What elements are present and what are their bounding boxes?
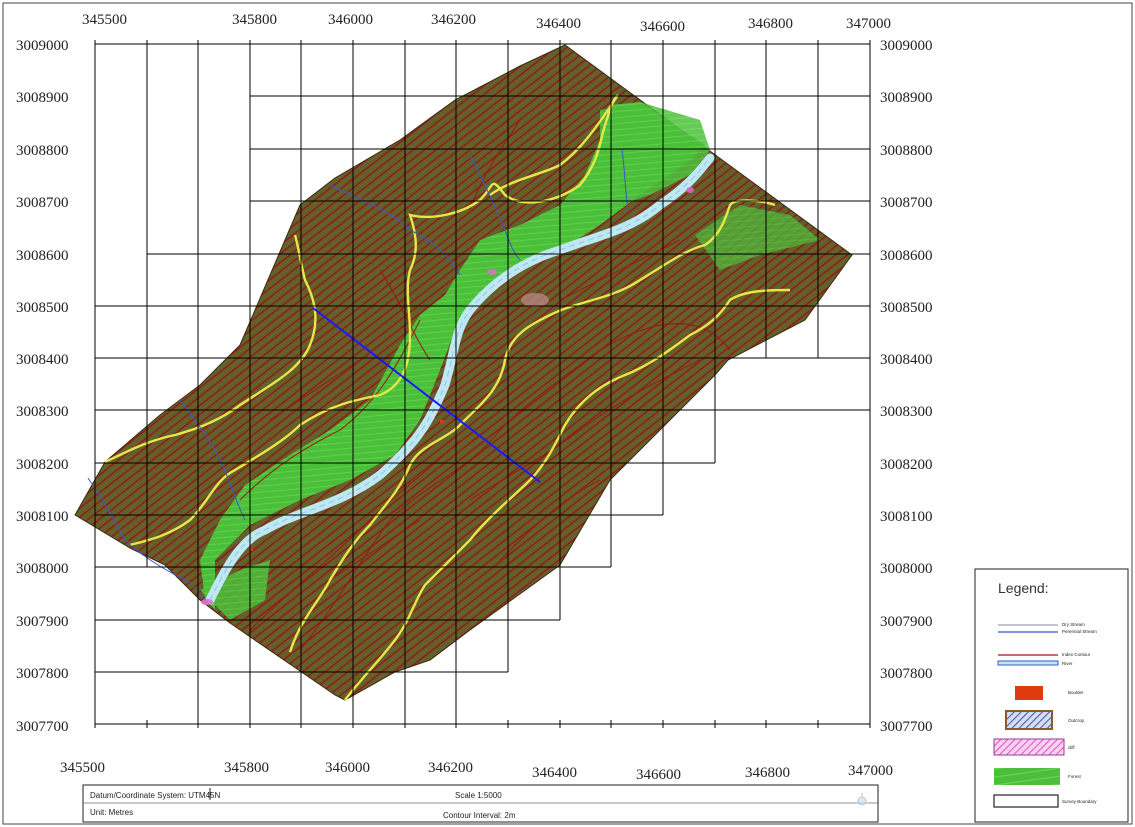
- x-tick-top: 346800: [748, 16, 793, 32]
- x-tick-bottom: 346400: [532, 765, 577, 781]
- y-tick-right: 3008200: [880, 457, 933, 473]
- index-contours: [239, 119, 731, 651]
- cliff-mark: [201, 599, 213, 605]
- forest-icon: [994, 768, 1060, 785]
- outcrop-mark: [521, 293, 549, 307]
- y-tick-right: 3008400: [880, 352, 933, 368]
- x-tick-bottom: 346000: [325, 760, 370, 776]
- legend-label-outcrop: Outcrop: [1068, 718, 1085, 723]
- legend-label-forest: Forest: [1068, 774, 1082, 779]
- tick-labels: 345500 345800 346000 346200 346400 34660…: [16, 12, 933, 783]
- cross-section-line: [312, 307, 541, 483]
- y-tick-right: 3007900: [880, 614, 933, 630]
- y-tick-right: 3008800: [880, 143, 933, 159]
- y-tick-left: 3008000: [16, 561, 69, 577]
- y-tick-left: 3008600: [16, 248, 69, 264]
- title-block: Datum/Coordinate System: UTM45N Unit: Me…: [82, 784, 879, 823]
- x-tick-top: 346400: [536, 16, 581, 32]
- x-tick-bottom: 346800: [745, 765, 790, 781]
- y-tick-right: 3008300: [880, 404, 933, 420]
- y-tick-left: 3008200: [16, 457, 69, 473]
- x-tick-top: 347000: [846, 16, 891, 32]
- contour-interval-text: Contour Interval: 2m: [443, 811, 516, 820]
- forest-patch-north: [600, 102, 710, 205]
- y-tick-right: 3008100: [880, 509, 933, 525]
- x-tick-top: 346200: [431, 12, 476, 28]
- scale-text: Scale 1:5000: [455, 791, 502, 800]
- y-tick-left: 3008100: [16, 509, 69, 525]
- survey-area-terrain: [74, 44, 853, 701]
- legend: Legend: Dry Stream Perennial Stream Inde…: [974, 568, 1129, 823]
- map-body: 345500 345800 346000 346200 346400 34660…: [16, 12, 933, 783]
- yellow-contour-2: [129, 94, 619, 547]
- forest-patch-southwest: [200, 560, 270, 620]
- y-tick-left: 3008700: [16, 195, 69, 211]
- y-tick-right: 3008900: [880, 90, 933, 106]
- cliff-icon: [993, 738, 1065, 756]
- y-tick-right: 3007800: [880, 666, 933, 682]
- x-tick-top: 346000: [328, 12, 373, 28]
- y-tick-left: 3008800: [16, 143, 69, 159]
- y-tick-right: 3008600: [880, 248, 933, 264]
- y-tick-right: 3008000: [880, 561, 933, 577]
- legend-label-dry-stream: Dry Stream: [1062, 622, 1085, 627]
- legend-title: Legend:: [998, 580, 1049, 596]
- y-tick-left: 3008500: [16, 300, 69, 316]
- river-icon: [997, 660, 1059, 666]
- legend-label-index-contour: Index Contour: [1062, 652, 1091, 657]
- cliff-mark: [487, 269, 497, 275]
- yellow-contour-4: [288, 199, 776, 653]
- forest-valley: [200, 102, 705, 610]
- x-tick-bottom: 347000: [848, 763, 893, 779]
- y-tick-left: 3007800: [16, 666, 69, 682]
- y-tick-right: 3009000: [880, 38, 933, 54]
- north-arrow-icon: [856, 793, 868, 806]
- boulder-mark: [250, 548, 253, 551]
- x-tick-top: 345800: [232, 12, 277, 28]
- y-tick-left: 3008900: [16, 90, 69, 106]
- unit-text: Unit: Metres: [90, 808, 133, 817]
- y-tick-left: 3009000: [16, 38, 69, 54]
- y-tick-left: 3008300: [16, 404, 69, 420]
- legend-label-survey-boundary: Survey Boundary: [1062, 799, 1097, 804]
- outcrop-icon: [1005, 710, 1053, 730]
- coordinate-grid: [94, 40, 871, 728]
- y-tick-left: 3007700: [16, 719, 69, 735]
- x-tick-top: 345500: [82, 12, 127, 28]
- x-tick-bottom: 346600: [636, 767, 681, 783]
- legend-label-boulder: Boulder: [1068, 690, 1084, 695]
- cliff-mark: [686, 187, 694, 193]
- y-tick-right: 3008700: [880, 195, 933, 211]
- datum-text: Datum/Coordinate System: UTM45N: [90, 791, 220, 800]
- streams: [87, 149, 629, 606]
- yellow-contours: [104, 94, 791, 701]
- survey-boundary-icon: [993, 794, 1059, 808]
- yellow-contour-1: [104, 234, 317, 464]
- boulder-mark: [440, 420, 444, 423]
- y-tick-left: 3007900: [16, 614, 69, 630]
- legend-label-river: River: [1062, 661, 1073, 666]
- yellow-contour-5: [344, 288, 791, 701]
- x-tick-bottom: 345800: [224, 760, 269, 776]
- legend-label-perennial-stream: Perennial Stream: [1062, 629, 1097, 634]
- boulder-icon: [1015, 686, 1043, 700]
- x-tick-bottom: 345500: [60, 760, 105, 776]
- x-tick-bottom: 346200: [428, 760, 473, 776]
- y-tick-left: 3008400: [16, 352, 69, 368]
- river-edge: [209, 157, 711, 601]
- legend-label-cliff: cliff: [1068, 745, 1075, 750]
- y-tick-right: 3007700: [880, 719, 933, 735]
- x-tick-top: 346600: [640, 19, 685, 35]
- y-tick-right: 3008500: [880, 300, 933, 316]
